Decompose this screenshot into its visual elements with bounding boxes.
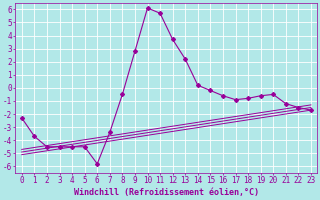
X-axis label: Windchill (Refroidissement éolien,°C): Windchill (Refroidissement éolien,°C) bbox=[74, 188, 259, 197]
